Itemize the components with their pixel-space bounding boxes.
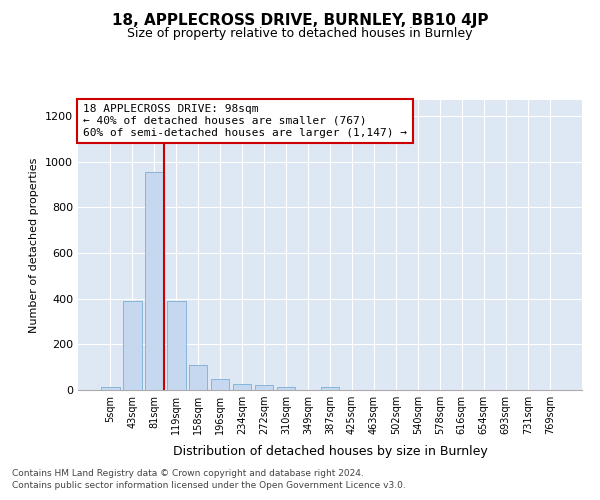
Bar [211, 378, 229, 390]
Text: 18, APPLECROSS DRIVE, BURNLEY, BB10 4JP: 18, APPLECROSS DRIVE, BURNLEY, BB10 4JP [112, 12, 488, 28]
Y-axis label: Number of detached properties: Number of detached properties [29, 158, 40, 332]
X-axis label: Distribution of detached houses by size in Burnley: Distribution of detached houses by size … [173, 446, 487, 458]
Bar [101, 387, 119, 390]
Bar [277, 387, 295, 390]
Text: Contains HM Land Registry data © Crown copyright and database right 2024.: Contains HM Land Registry data © Crown c… [12, 468, 364, 477]
Bar [123, 301, 142, 390]
Text: Contains public sector information licensed under the Open Government Licence v3: Contains public sector information licen… [12, 481, 406, 490]
Text: 18 APPLECROSS DRIVE: 98sqm
← 40% of detached houses are smaller (767)
60% of sem: 18 APPLECROSS DRIVE: 98sqm ← 40% of deta… [83, 104, 407, 138]
Bar [167, 301, 185, 390]
Bar [233, 384, 251, 390]
Bar [189, 366, 208, 390]
Bar [255, 386, 274, 390]
Bar [320, 387, 340, 390]
Text: Size of property relative to detached houses in Burnley: Size of property relative to detached ho… [127, 28, 473, 40]
Bar [145, 172, 164, 390]
